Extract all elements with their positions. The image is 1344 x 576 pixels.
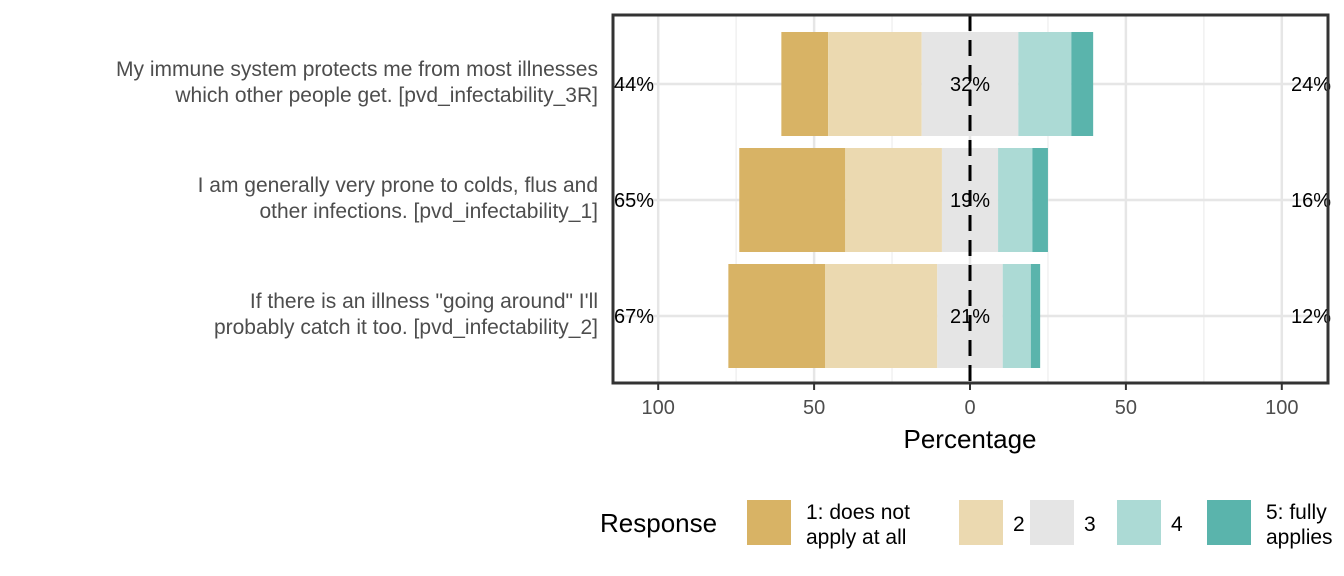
center-percent-label: 21%	[950, 306, 990, 328]
percent-labels: 44% 32% 24% 65% 19% 16% 67% 21% 12%	[614, 74, 1331, 328]
legend-item: 3	[1030, 500, 1096, 545]
legend-title: Response	[600, 508, 717, 538]
x-tick-label: 50	[1115, 397, 1137, 419]
bar-segment	[739, 148, 846, 252]
legend-swatch	[1117, 500, 1161, 545]
x-tick-label: 100	[1265, 397, 1298, 419]
legend-item: 2	[959, 500, 1025, 545]
legend-label: 2	[1013, 513, 1025, 536]
bars	[728, 32, 1094, 368]
y-axis-item-label-line: If there is an illness "going around" I'…	[249, 290, 598, 313]
y-axis-item-label-line: probably catch it too. [pvd_infectabilit…	[213, 316, 598, 339]
right-percent-label: 16%	[1291, 190, 1331, 212]
right-percent-label: 12%	[1291, 306, 1331, 328]
left-percent-label: 65%	[614, 190, 654, 212]
bar-segment	[998, 148, 1033, 252]
legend-swatch	[1207, 500, 1251, 545]
legend-label: applies	[1266, 526, 1333, 549]
bar-segment	[1071, 32, 1094, 136]
bar-segment	[825, 264, 938, 368]
x-axis: 100 50 0 50 100 Percentage	[642, 383, 1298, 454]
center-percent-label: 19%	[950, 190, 990, 212]
x-tick-label: 0	[964, 397, 975, 419]
x-tick-label: 50	[803, 397, 825, 419]
y-axis-item-label: If there is an illness "going around" I'…	[0, 289, 598, 341]
bar-segment	[1030, 264, 1041, 368]
bar-segment	[1002, 264, 1031, 368]
left-percent-label: 44%	[614, 74, 654, 96]
legend-swatch	[1030, 500, 1074, 545]
legend-swatch	[959, 500, 1003, 545]
center-percent-label: 32%	[950, 74, 990, 96]
y-axis-item-label-line: other infections. [pvd_infectability_1]	[259, 200, 598, 223]
legend-label: 1: does not	[806, 501, 910, 524]
left-percent-label: 67%	[614, 306, 654, 328]
bar-segment	[781, 32, 829, 136]
bar-segment	[828, 32, 922, 136]
y-axis-item-label-line: which other people get. [pvd_infectabili…	[175, 84, 598, 107]
y-axis-item-label: My immune system protects me from most i…	[0, 57, 598, 109]
x-axis-title: Percentage	[904, 424, 1037, 454]
x-tick-label: 100	[642, 397, 675, 419]
bar-segment	[728, 264, 826, 368]
y-axis-item-label: I am generally very prone to colds, flus…	[0, 173, 598, 225]
legend-label: 3	[1084, 513, 1096, 536]
y-axis-item-label-line: My immune system protects me from most i…	[116, 58, 598, 81]
right-percent-label: 24%	[1291, 74, 1331, 96]
legend-item: 4	[1117, 500, 1183, 545]
legend-label: 5: fully	[1266, 501, 1327, 524]
bar-segment	[1018, 32, 1072, 136]
legend-swatch	[747, 500, 791, 545]
bar-segment	[845, 148, 942, 252]
legend-label: apply at all	[806, 526, 906, 549]
bar-segment	[1032, 148, 1048, 252]
y-axis-item-label-line: I am generally very prone to colds, flus…	[197, 174, 598, 197]
legend-label: 4	[1171, 513, 1183, 536]
